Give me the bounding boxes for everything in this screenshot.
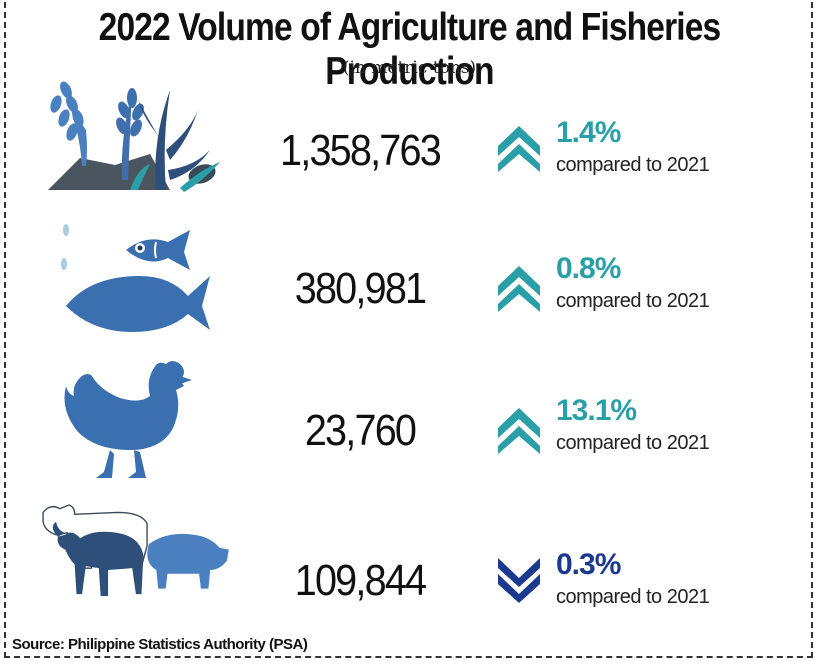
- value-poultry: 23,760: [304, 406, 417, 455]
- page-subtitle: (in metric tons): [342, 58, 477, 78]
- value-crops: 1,358,763: [280, 126, 442, 175]
- row-poultry: 23,760 13.1% compared to 2021: [0, 350, 819, 480]
- change-livestock: 0.3%: [556, 548, 621, 581]
- change-poultry: 13.1%: [556, 394, 637, 427]
- row-crops: 1,358,763 1.4% compared to 2021: [0, 70, 819, 200]
- chevron-up-icon: [498, 408, 540, 454]
- row-livestock: 109,844 0.3% compared to 2021: [0, 492, 819, 622]
- row-fisheries: 380,981 0.8% compared to 2021: [0, 212, 819, 342]
- change-fisheries: 0.8%: [556, 252, 621, 285]
- fish-icon: [61, 224, 210, 332]
- comparison-poultry: compared to 2021: [556, 432, 710, 454]
- comparison-crops: compared to 2021: [556, 154, 710, 176]
- comparison-livestock: compared to 2021: [556, 586, 710, 608]
- chicken-icon: [64, 361, 192, 478]
- value-livestock: 109,844: [294, 556, 427, 605]
- chevron-up-icon: [498, 126, 540, 172]
- value-fisheries: 380,981: [294, 264, 427, 313]
- source-note: Source: Philippine Statistics Authority …: [12, 636, 308, 653]
- comparison-fisheries: compared to 2021: [556, 290, 710, 312]
- crops-icon: [48, 81, 220, 192]
- dashed-frame: [4, 2, 813, 658]
- chevron-up-icon: [498, 266, 540, 312]
- chevron-down-icon: [498, 558, 540, 603]
- page-title: 2022 Volume of Agriculture and Fisheries…: [98, 6, 722, 93]
- change-crops: 1.4%: [556, 116, 621, 149]
- livestock-icon: [42, 504, 229, 596]
